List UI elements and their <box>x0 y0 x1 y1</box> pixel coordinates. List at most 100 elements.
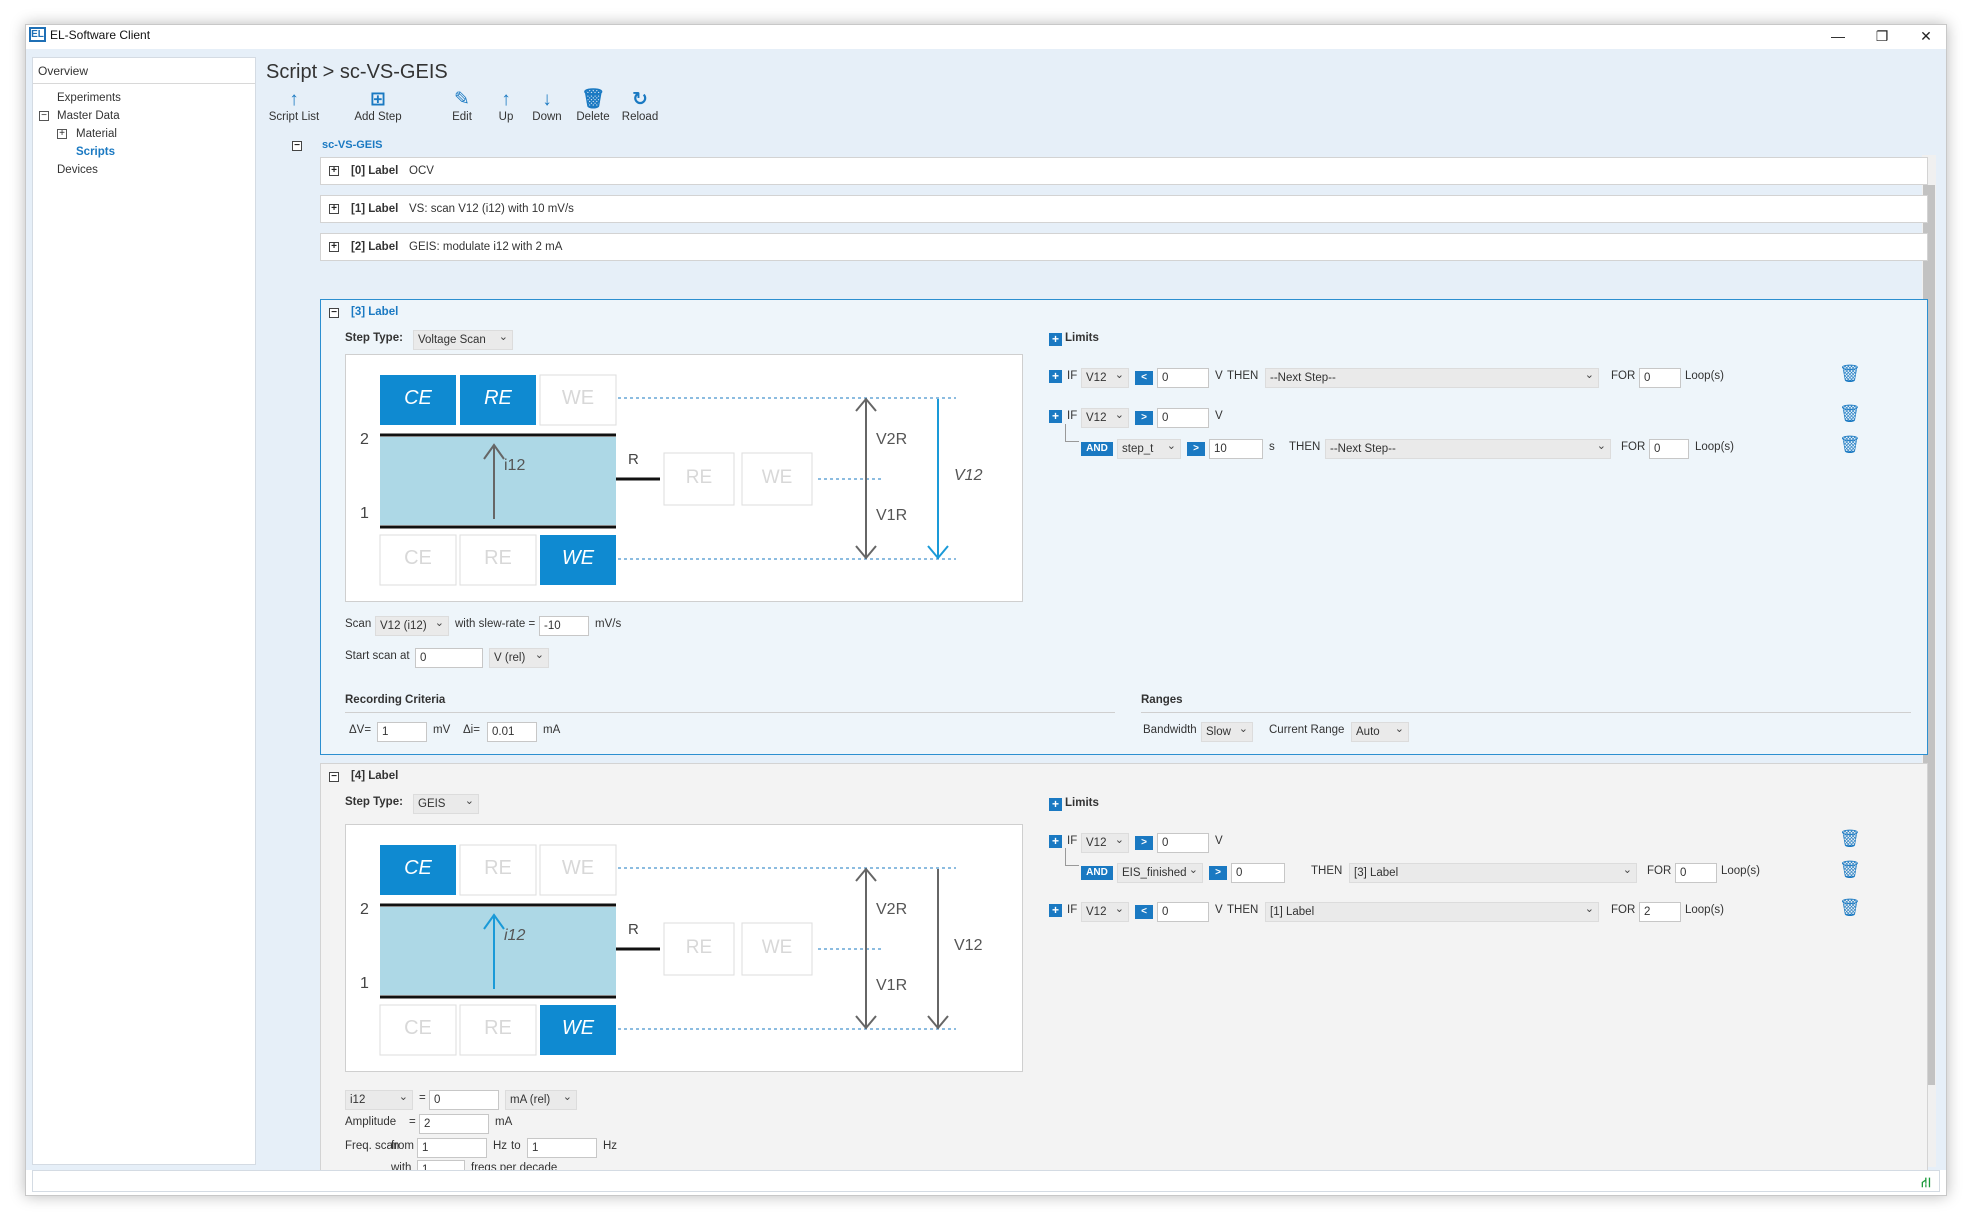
step-type-select[interactable]: GEIS <box>413 794 479 814</box>
minimize-button[interactable]: — <box>1831 28 1845 44</box>
operator-button[interactable]: > <box>1135 836 1153 850</box>
amplitude-input[interactable]: 2 <box>419 1114 489 1134</box>
trash-icon[interactable]: 🗑 <box>1839 829 1861 848</box>
reload-button[interactable]: ↻ Reload <box>621 89 659 123</box>
collapse-icon[interactable]: − <box>329 308 339 318</box>
if-label: IF <box>1067 904 1078 916</box>
operator-button[interactable]: > <box>1187 442 1205 456</box>
step-type-select[interactable]: Voltage Scan <box>413 330 513 350</box>
slew-rate-input[interactable]: -10 <box>539 616 589 636</box>
operator-button[interactable]: < <box>1135 905 1153 919</box>
sidebar-item-master-data[interactable]: Master Data <box>57 110 120 122</box>
restore-button[interactable]: ❐ <box>1875 28 1889 44</box>
and-button[interactable]: AND <box>1081 866 1113 880</box>
limit-value-input[interactable]: 0 <box>1157 902 1209 922</box>
limit-value-input[interactable]: 0 <box>1231 863 1285 883</box>
limit-target-select[interactable]: [1] Label <box>1265 902 1599 922</box>
add-step-button[interactable]: ⊞ Add Step <box>350 89 406 123</box>
control-value-input[interactable]: 0 <box>429 1090 499 1110</box>
and-button[interactable]: AND <box>1081 442 1113 456</box>
sidebar-item-devices[interactable]: Devices <box>57 164 98 176</box>
expand-icon[interactable]: + <box>329 166 339 176</box>
expand-icon[interactable]: + <box>329 204 339 214</box>
step-row-2[interactable]: + [2] Label GEIS: modulate i12 with 2 mA <box>320 233 1928 261</box>
step-row-0[interactable]: + [0] Label OCV <box>320 157 1928 185</box>
expand-icon[interactable]: + <box>57 129 67 139</box>
sidebar-header[interactable]: Overview <box>33 58 255 84</box>
trash-icon[interactable]: 🗑 <box>1839 364 1861 383</box>
script-list-button[interactable]: ↑ Script List <box>266 89 322 123</box>
step-panel-4[interactable]: − [4] Label Step Type: GEIS <box>320 763 1928 1183</box>
freq-from-input[interactable]: 1 <box>417 1138 487 1158</box>
loops-input[interactable]: 0 <box>1649 439 1689 459</box>
scan-variable-select[interactable]: V12 (i12) <box>375 616 449 636</box>
collapse-icon[interactable]: − <box>292 141 302 151</box>
sidebar-item-experiments[interactable]: Experiments <box>57 92 121 104</box>
current-range-select[interactable]: Auto <box>1351 722 1409 742</box>
limit-variable-select[interactable]: V12 <box>1081 368 1129 388</box>
trash-icon[interactable]: 🗑 <box>1839 404 1861 423</box>
loops-input[interactable]: 0 <box>1675 863 1717 883</box>
add-condition-icon[interactable]: + <box>1049 904 1062 917</box>
limit-value-input[interactable]: 0 <box>1157 408 1209 428</box>
limit-unit: s <box>1269 441 1275 453</box>
sidebar: Overview Experiments − Master Data + Mat… <box>32 57 256 1165</box>
limit-variable-select[interactable]: V12 <box>1081 902 1129 922</box>
expand-icon[interactable]: + <box>329 242 339 252</box>
edit-button[interactable]: ✎ Edit <box>446 89 478 123</box>
limit-variable-select[interactable]: EIS_finished <box>1117 863 1203 883</box>
add-condition-icon[interactable]: + <box>1049 835 1062 848</box>
close-button[interactable]: ✕ <box>1920 28 1932 44</box>
add-condition-icon[interactable]: + <box>1049 410 1062 423</box>
equals-label: = <box>419 1092 426 1104</box>
dv-input[interactable]: 1 <box>377 722 427 742</box>
delete-button[interactable]: 🗑 Delete <box>574 89 612 123</box>
limit-target-select[interactable]: --Next Step-- <box>1265 368 1599 388</box>
add-condition-icon[interactable]: + <box>1049 370 1062 383</box>
bandwidth-label: Bandwidth <box>1143 724 1197 736</box>
step-panel-3[interactable]: − [3] Label Step Type: Voltage Scan <box>320 299 1928 755</box>
collapse-icon[interactable]: − <box>39 111 49 121</box>
ranges-title: Ranges <box>1141 694 1183 706</box>
loops-input[interactable]: 0 <box>1639 368 1681 388</box>
limit-variable-select[interactable]: step_t <box>1117 439 1181 459</box>
loops-input[interactable]: 2 <box>1639 902 1681 922</box>
di-label: Δi= <box>463 724 480 736</box>
freq-to-input[interactable]: 1 <box>527 1138 597 1158</box>
operator-button[interactable]: > <box>1209 866 1227 880</box>
add-limit-icon[interactable]: + <box>1049 333 1062 346</box>
cell-diagram-svg <box>379 844 956 1056</box>
sidebar-item-scripts[interactable]: Scripts <box>76 146 115 158</box>
collapse-icon[interactable]: − <box>329 772 339 782</box>
start-scan-unit-select[interactable]: V (rel) <box>489 648 549 668</box>
step-row-1[interactable]: + [1] Label VS: scan V12 (i12) with 10 m… <box>320 195 1928 223</box>
control-variable-select[interactable]: i12 <box>345 1090 413 1110</box>
limit-variable-select[interactable]: V12 <box>1081 408 1129 428</box>
limit-value-input[interactable]: 0 <box>1157 368 1209 388</box>
trash-icon[interactable]: 🗑 <box>1839 898 1861 917</box>
script-name[interactable]: sc-VS-GEIS <box>322 139 383 151</box>
operator-button[interactable]: > <box>1135 411 1153 425</box>
limit-target-select[interactable]: [3] Label <box>1349 863 1637 883</box>
limit-variable-select[interactable]: V12 <box>1081 833 1129 853</box>
control-unit-select[interactable]: mA (rel) <box>505 1090 577 1110</box>
limit-value-input[interactable]: 0 <box>1157 833 1209 853</box>
up-button[interactable]: ↑ Up <box>492 89 520 123</box>
down-button[interactable]: ↓ Down <box>530 89 564 123</box>
trash-icon[interactable]: 🗑 <box>1839 860 1861 879</box>
bandwidth-select[interactable]: Slow <box>1201 722 1253 742</box>
operator-button[interactable]: < <box>1135 371 1153 385</box>
start-scan-input[interactable]: 0 <box>415 648 483 668</box>
di-input[interactable]: 0.01 <box>487 722 537 742</box>
limit-target-select[interactable]: --Next Step-- <box>1325 439 1611 459</box>
window-title: EL-Software Client <box>50 28 151 42</box>
sidebar-item-material[interactable]: Material <box>76 128 117 140</box>
network-icon[interactable]: ⛙ <box>1921 1174 1931 1190</box>
trash-icon[interactable]: 🗑 <box>1839 435 1861 454</box>
then-label: THEN <box>1227 904 1259 916</box>
add-limit-icon[interactable]: + <box>1049 798 1062 811</box>
bottom-re-box <box>459 1004 537 1056</box>
limit-value-input[interactable]: 10 <box>1209 439 1263 459</box>
freq-from-unit: Hz <box>493 1140 508 1152</box>
top-ce-label: CE <box>404 857 432 879</box>
